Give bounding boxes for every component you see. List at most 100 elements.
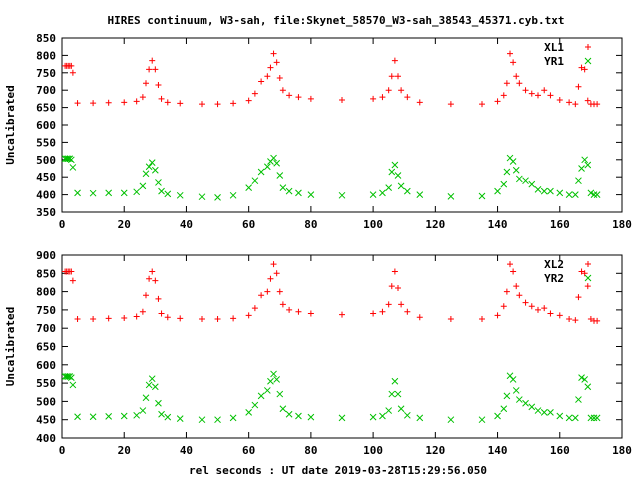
data-point	[145, 163, 153, 171]
data-point	[370, 310, 377, 317]
data-point	[152, 277, 159, 284]
data-point	[245, 312, 252, 319]
x-tick-label: 0	[59, 444, 66, 457]
data-point	[512, 387, 520, 394]
data-point	[513, 73, 520, 80]
data-point	[258, 78, 265, 85]
data-point	[575, 83, 582, 90]
data-point	[176, 191, 184, 199]
data-point	[270, 261, 277, 268]
y-tick-label: 500	[36, 154, 56, 167]
data-point	[74, 189, 81, 197]
data-point	[370, 95, 377, 102]
data-point	[385, 184, 393, 191]
data-point	[416, 414, 424, 422]
data-point	[279, 301, 286, 308]
y-tick-label: 550	[36, 377, 56, 390]
data-point	[74, 316, 81, 323]
data-point	[388, 283, 395, 290]
data-point	[307, 95, 314, 102]
data-point	[121, 99, 128, 106]
data-point	[145, 381, 153, 389]
data-point	[578, 268, 585, 275]
data-point	[276, 172, 284, 179]
data-point	[522, 87, 529, 94]
data-point	[152, 66, 159, 73]
data-point	[584, 283, 591, 290]
data-point	[68, 62, 75, 69]
y-tick-label: 350	[36, 206, 56, 219]
data-point	[279, 87, 286, 94]
data-point	[528, 90, 535, 97]
data-point	[478, 192, 486, 200]
data-point	[279, 184, 287, 191]
data-point	[74, 413, 81, 421]
x-tick-label: 100	[363, 218, 383, 231]
data-point	[379, 412, 386, 420]
data-point	[584, 383, 592, 391]
y-tick-label: 650	[36, 341, 56, 354]
data-point	[139, 407, 147, 414]
data-point	[369, 413, 377, 421]
data-point	[584, 97, 591, 104]
x-tick-label: 20	[118, 218, 131, 231]
data-point	[572, 317, 579, 324]
data-point	[593, 414, 601, 422]
data-point	[478, 416, 486, 424]
data-point	[143, 80, 149, 87]
data-point	[391, 377, 399, 385]
data-point	[385, 87, 392, 94]
data-point	[69, 69, 76, 76]
data-point	[74, 100, 81, 107]
data-point	[578, 64, 585, 71]
data-point	[512, 166, 520, 174]
data-point	[229, 414, 237, 422]
data-point	[587, 414, 595, 422]
top-panel: 350 400 450 500 550 600 650 700 750 800 850 0 20 40 60…	[4, 32, 632, 231]
data-point	[581, 270, 588, 277]
x-axis-label: rel seconds : UT date 2019-03-28T15:29:5…	[189, 464, 487, 477]
data-point	[556, 412, 564, 420]
data-point	[394, 172, 402, 179]
data-point	[307, 413, 315, 421]
data-point	[273, 376, 281, 383]
data-point	[416, 99, 423, 106]
data-point	[105, 315, 112, 322]
data-point	[279, 405, 287, 413]
legend-label: YR2	[544, 272, 564, 285]
data-point	[133, 98, 140, 105]
legend-marker	[584, 57, 592, 65]
data-point	[447, 416, 455, 424]
data-point	[566, 316, 573, 323]
data-point	[230, 315, 237, 322]
x-tick-label: 80	[304, 218, 317, 231]
data-point	[385, 407, 393, 414]
data-point	[245, 184, 253, 191]
data-point	[177, 315, 184, 322]
data-point	[540, 187, 548, 195]
data-point	[143, 292, 149, 299]
data-point	[177, 100, 184, 107]
data-point	[67, 156, 75, 164]
data-point	[120, 412, 128, 420]
x-tick-label: 160	[550, 444, 570, 457]
chart-title: HIRES continuum, W3-sah, file:Skynet_585…	[108, 14, 565, 27]
data-point	[251, 90, 258, 97]
data-point	[69, 277, 76, 284]
data-point	[198, 416, 206, 424]
data-point	[176, 415, 184, 422]
data-point	[395, 73, 401, 80]
data-point	[151, 383, 159, 391]
y-tick-label: 650	[36, 102, 56, 115]
data-point	[571, 414, 579, 422]
y-tick-label: 450	[36, 171, 56, 184]
y-tick-label: 400	[36, 432, 56, 445]
y-tick-label: 700	[36, 322, 56, 335]
data-point	[534, 186, 542, 193]
data-point	[214, 416, 221, 424]
data-point	[146, 66, 153, 73]
data-point	[286, 306, 293, 313]
data-point	[142, 394, 150, 402]
x-tick-label: 40	[180, 444, 193, 457]
